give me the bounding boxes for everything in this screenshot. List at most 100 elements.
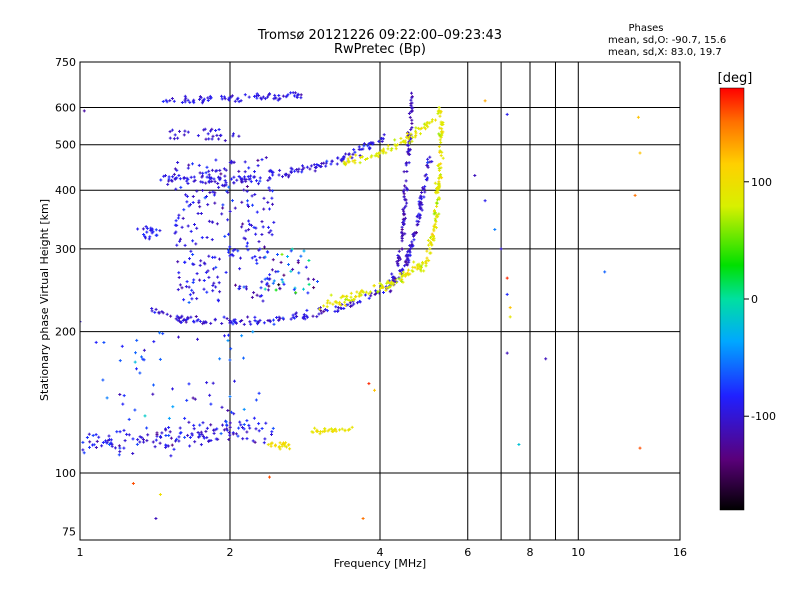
echo-point	[296, 261, 300, 265]
echo-point	[401, 190, 405, 194]
echo-point	[434, 190, 438, 194]
echo-point	[414, 126, 418, 130]
echo-point	[396, 256, 400, 260]
echo-point	[258, 294, 262, 298]
echo-point	[260, 294, 264, 298]
echo-point	[122, 394, 126, 398]
echo-point	[240, 180, 243, 184]
echo-point	[341, 294, 344, 298]
echo-point	[228, 254, 232, 258]
echo-point	[277, 94, 281, 97]
echo-point	[321, 430, 325, 434]
echo-point	[404, 198, 408, 202]
echo-point	[177, 319, 181, 323]
data-points	[80, 91, 642, 520]
echo-point	[185, 280, 189, 284]
echo-point	[423, 185, 427, 189]
echo-point	[261, 225, 265, 229]
echo-point	[246, 315, 250, 319]
echo-point	[154, 307, 158, 311]
echo-point	[426, 160, 430, 164]
echo-point	[241, 437, 245, 441]
echo-point	[330, 159, 334, 163]
echo-point	[345, 297, 349, 301]
echo-point	[231, 432, 235, 436]
echo-point	[201, 189, 205, 192]
echo-point	[264, 421, 268, 425]
echo-point	[254, 398, 258, 402]
echo-point	[218, 168, 222, 172]
x-tick-label: 6	[464, 546, 471, 559]
echo-point	[342, 162, 346, 166]
echo-point	[403, 216, 407, 220]
echo-point	[349, 291, 353, 295]
echo-point	[210, 127, 214, 131]
echo-point	[422, 122, 426, 126]
echo-point	[118, 446, 122, 450]
echo-point	[331, 302, 335, 306]
echo-point	[213, 428, 217, 432]
echo-point	[246, 241, 249, 245]
echo-point	[299, 93, 303, 97]
echo-point	[323, 427, 327, 431]
echo-point	[285, 445, 288, 449]
x-tick-label: 2	[227, 546, 234, 559]
echo-point	[400, 247, 404, 251]
echo-point	[425, 249, 429, 253]
echo-point	[190, 432, 194, 436]
y-tick-label: 75	[62, 526, 76, 539]
echo-point	[198, 171, 202, 175]
echo-point	[213, 255, 217, 259]
echo-point	[336, 156, 340, 160]
echo-point	[440, 127, 444, 131]
echo-point	[369, 290, 372, 294]
echo-point	[285, 94, 289, 98]
echo-point	[420, 208, 424, 212]
echo-point	[251, 439, 255, 443]
echo-point	[273, 96, 277, 100]
echo-point	[217, 128, 221, 131]
echo-point	[211, 190, 215, 194]
echo-point	[264, 156, 268, 160]
echo-point	[424, 178, 428, 181]
echo-point	[213, 318, 217, 322]
echo-point	[102, 341, 106, 344]
echo-point	[242, 285, 246, 289]
echo-point	[179, 237, 182, 241]
echo-point	[290, 247, 294, 251]
echo-point	[257, 429, 261, 433]
echo-point	[184, 285, 188, 289]
echo-point	[437, 167, 441, 171]
echo-point	[219, 432, 223, 436]
echo-point	[438, 197, 441, 201]
echo-point	[407, 149, 411, 153]
echo-point	[271, 173, 275, 177]
echo-point	[351, 298, 355, 302]
echo-point	[207, 137, 211, 141]
echo-point	[197, 163, 201, 167]
echo-point	[142, 440, 146, 444]
echo-point	[326, 299, 330, 303]
echo-point	[224, 270, 228, 274]
echo-point	[177, 276, 181, 279]
echo-point	[184, 318, 188, 322]
chart-subtitle: RwPretec (Bp)	[334, 42, 426, 57]
echo-point	[441, 121, 445, 124]
echo-point	[294, 291, 298, 295]
echo-point	[272, 322, 276, 326]
echo-point	[277, 445, 281, 449]
echo-point	[399, 141, 403, 145]
echo-point	[185, 200, 189, 204]
echo-point	[268, 318, 272, 322]
echo-point	[406, 273, 410, 277]
echo-point	[405, 132, 409, 136]
echo-point	[407, 147, 410, 151]
echo-point	[150, 309, 154, 313]
echo-point	[418, 203, 422, 207]
echo-point	[396, 254, 400, 257]
echo-point	[214, 129, 218, 132]
echo-point	[222, 167, 226, 171]
echo-point	[207, 219, 211, 223]
echo-point	[168, 130, 172, 134]
echo-point	[231, 322, 235, 326]
